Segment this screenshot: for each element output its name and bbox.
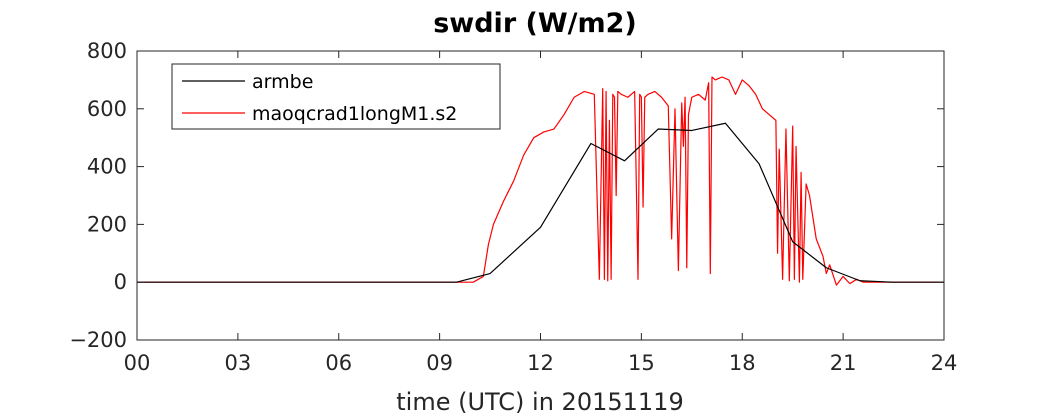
x-tick-label: 03	[225, 351, 252, 375]
legend-box	[171, 63, 501, 130]
x-axis-label: time (UTC) in 20151119	[396, 388, 683, 416]
series-layer	[137, 76, 944, 286]
y-tick-label: 800	[87, 39, 127, 63]
y-tick-label: 200	[87, 212, 127, 236]
x-tick-label: 18	[729, 351, 756, 375]
legend-label-armbe: armbe	[252, 71, 313, 93]
legend: armbe maoqcrad1longM1.s2	[171, 63, 501, 130]
x-tick-label: 12	[527, 351, 554, 375]
y-tick-label: 0	[114, 270, 127, 294]
y-tick-label: 400	[87, 155, 127, 179]
chart-title: swdir (W/m2)	[433, 8, 637, 39]
x-tick-label: 06	[325, 351, 352, 375]
x-tick-label: 00	[124, 351, 151, 375]
y-tick-label: −200	[69, 328, 127, 352]
y-tick-label: 600	[87, 97, 127, 121]
series-line-armbe	[137, 122, 944, 283]
legend-label-maoqcrad: maoqcrad1longM1.s2	[252, 103, 457, 125]
series-line-maoqcrad1longM1	[137, 76, 944, 286]
x-tick-label: 24	[931, 351, 958, 375]
x-tick-label: 09	[426, 351, 453, 375]
x-tick-label: 21	[830, 351, 857, 375]
x-tick-label: 15	[628, 351, 655, 375]
ticks-layer: 00 03 06 09 12 15 18 21 24 −200 0 200 400 600 800	[69, 39, 957, 375]
